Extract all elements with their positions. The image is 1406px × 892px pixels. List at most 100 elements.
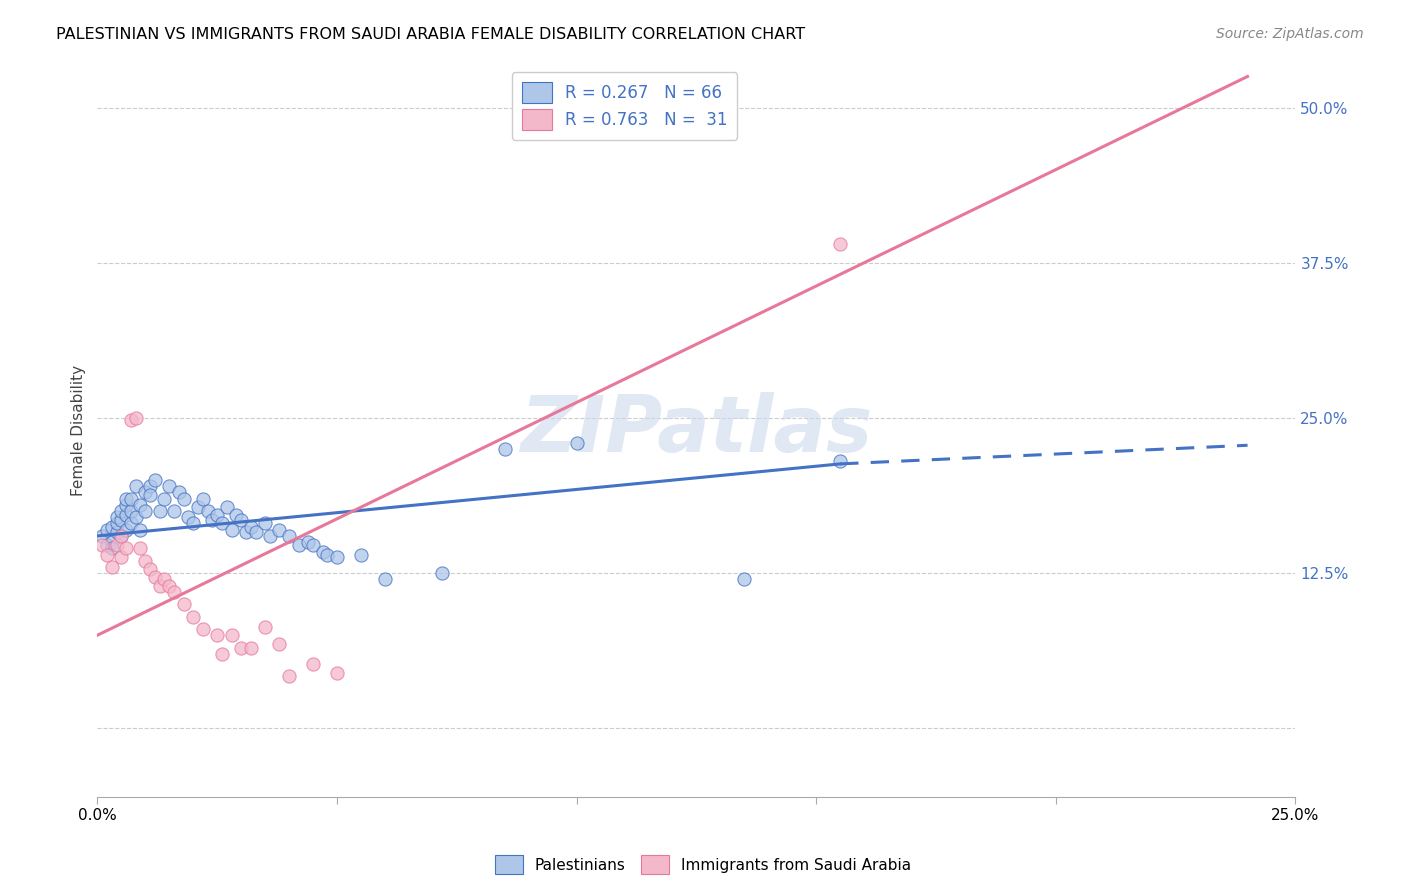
Point [91,529,114,543]
Point [211,516,233,531]
Point [311,545,333,559]
Point [115,498,138,512]
Point [110,504,132,518]
Point [120,413,142,427]
Point [115,541,138,556]
Point [181,516,204,531]
Point [134,485,156,500]
Point [163,584,186,599]
Point [287,538,309,552]
Point [129,541,152,556]
Point [129,523,152,537]
Point [191,491,214,506]
Point [181,609,204,624]
Point [100,560,122,574]
Point [110,529,132,543]
Y-axis label: Female Disability: Female Disability [72,365,86,496]
Point [229,640,252,655]
Legend: Palestinians, Immigrants from Saudi Arabia: Palestinians, Immigrants from Saudi Arab… [489,849,917,880]
Point [100,541,122,556]
Text: PALESTINIAN VS IMMIGRANTS FROM SAUDI ARABIA FEMALE DISABILITY CORRELATION CHART: PALESTINIAN VS IMMIGRANTS FROM SAUDI ARA… [56,27,806,42]
Point [565,435,588,450]
Point [105,516,128,531]
Point [110,513,132,527]
Point [100,535,122,549]
Point [374,573,396,587]
Text: Source: ZipAtlas.com: Source: ZipAtlas.com [1216,27,1364,41]
Point [143,473,166,487]
Point [125,479,148,493]
Point [139,562,162,576]
Point [139,488,162,502]
Legend: R = 0.267   N = 66, R = 0.763   N =  31: R = 0.267 N = 66, R = 0.763 N = 31 [512,72,737,140]
Point [239,640,262,655]
Point [177,510,200,524]
Point [254,619,277,633]
Point [129,498,152,512]
Point [235,525,257,540]
Point [125,411,148,425]
Point [215,500,238,515]
Point [120,491,142,506]
Point [120,504,142,518]
Point [134,554,156,568]
Point [100,520,122,534]
Point [157,578,180,592]
Point [297,535,319,549]
Text: ZIPatlas: ZIPatlas [520,392,873,468]
Point [205,508,228,522]
Point [221,628,243,642]
Point [316,548,339,562]
Point [197,504,219,518]
Point [96,523,118,537]
Point [120,516,142,531]
Point [302,538,325,552]
Point [239,520,262,534]
Point [105,525,128,540]
Point [269,523,291,537]
Point [143,570,166,584]
Point [201,513,224,527]
Point [157,479,180,493]
Point [110,549,132,564]
Point [350,548,373,562]
Point [269,637,291,651]
Point [91,538,114,552]
Point [191,622,214,636]
Point [125,510,148,524]
Point [96,548,118,562]
Point [139,479,162,493]
Point [205,628,228,642]
Point [105,538,128,552]
Point [134,504,156,518]
Point [149,504,172,518]
Point [96,538,118,552]
Point [278,669,301,683]
Point [326,665,349,680]
Point [229,513,252,527]
Point [225,508,247,522]
Point [149,578,172,592]
Point [733,573,755,587]
Point [153,573,176,587]
Point [105,510,128,524]
Point [830,237,852,252]
Point [115,508,138,522]
Point [494,442,516,456]
Point [432,566,454,581]
Point [173,491,195,506]
Point [221,523,243,537]
Point [254,516,277,531]
Point [211,647,233,661]
Point [259,529,281,543]
Point [115,523,138,537]
Point [115,491,138,506]
Point [167,485,190,500]
Point [163,504,186,518]
Point [245,525,267,540]
Point [326,549,349,564]
Point [153,491,176,506]
Point [110,529,132,543]
Point [830,454,852,468]
Point [173,597,195,611]
